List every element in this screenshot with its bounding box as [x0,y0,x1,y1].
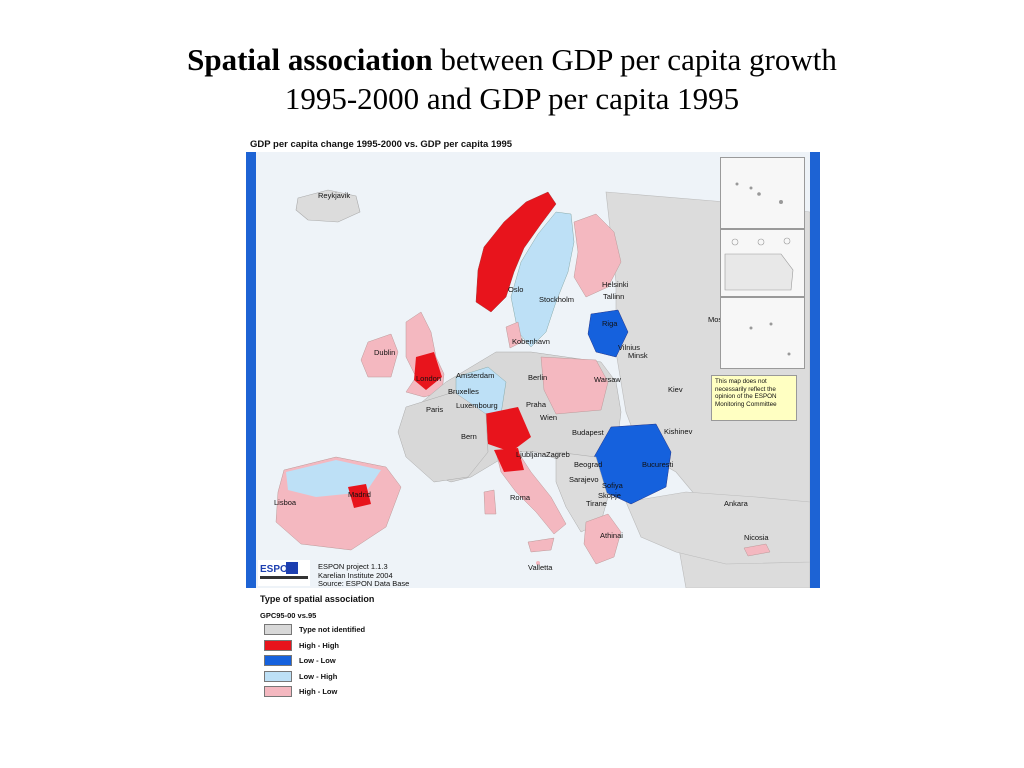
legend-subtitle: GPC95-00 vs.95 [260,611,317,620]
city-athinai: Athinai [600,531,623,540]
land-greece [583,513,622,565]
city-oslo: Oslo [508,285,523,294]
map-disclaimer: This map does not necessarily reflect th… [711,375,797,421]
city-reykjavik: Reykjavik [318,191,350,200]
inset-guyane-shapes [724,237,794,291]
city-kobenhavn: Kobenhavn [512,337,550,346]
slide-title: Spatial association between GDP per capi… [0,40,1024,118]
map-left-bar [246,152,256,588]
city-ankara: Ankara [724,499,749,508]
title-line-1: Spatial association between GDP per capi… [0,40,1024,79]
land-malta [536,561,540,565]
city-berlin: Berlin [528,373,547,382]
city-sofiya: Sofiya [602,481,624,490]
city-beograd: Beograd [574,460,602,469]
title-bold: Spatial association [187,42,433,77]
legend-label: High - High [299,640,339,650]
legend-swatch [264,624,292,636]
land-germany-south [484,407,531,452]
espon-logo: ESPON [258,560,310,586]
city-london: London [416,374,441,383]
city-minsk: Minsk [628,351,648,360]
legend-item: Type not identified [260,624,400,636]
city-stockholm: Stockholm [539,295,574,304]
city-nicosia: Nicosia [744,533,769,542]
city-ljubljana: Ljubljana [516,450,547,459]
city-bern: Bern [461,432,477,441]
city-bucuresti: Bucuresti [642,460,674,469]
city-lisboa: Lisboa [274,498,297,507]
city-madrid: Madrid [348,490,371,499]
map-area: Reykjavik Oslo Stockholm Helsinki Tallin… [256,152,810,588]
land-france [397,391,489,483]
city-amsterdam: Amsterdam [456,371,494,380]
land-ireland [360,333,399,378]
legend-swatch [264,686,292,698]
legend-label: Type not identified [299,625,366,635]
legend-label: Low - High [299,671,338,681]
city-dublin: Dublin [374,348,395,357]
legend-label: High - Low [299,687,338,697]
land-turkey [625,491,810,565]
city-helsinki: Helsinki [602,280,629,289]
credit-line-1: ESPON project 1.1.3 [318,562,388,571]
credit-line-2: Karelian Institute 2004 [318,570,393,580]
legend-item: High - Low [260,686,400,698]
land-sweden [510,211,575,348]
city-zagreb: Zagreb [546,450,570,459]
legend-title: Type of spatial association [260,594,375,604]
land-italy [495,451,567,535]
title-rest: between GDP per capita growth [432,42,837,77]
land-iceland [295,189,361,223]
legend-swatch [264,655,292,667]
city-tallinn: Tallinn [603,292,624,301]
inset-reunion [720,297,805,369]
land-poland [540,356,609,415]
city-praha: Praha [526,400,547,409]
city-luxembourg: Luxembourg [456,401,498,410]
land-madrid [348,484,371,508]
map-right-bar [810,152,820,588]
credit-line-3: Source: ESPON Data Base [318,579,410,588]
legend-item: Low - Low [260,655,400,667]
legend-swatch [264,639,292,651]
map-legend: Type of spatial association GPC95-00 vs.… [260,594,400,698]
city-roma: Roma [510,493,531,502]
city-sarajevo: Sarajevo [569,475,599,484]
legend-swatch [264,670,292,682]
inset-reunion-shapes [749,322,791,356]
city-bruxelles: Bruxelles [448,387,479,396]
map-credits: ESPON project 1.1.3 Karelian Institute 2… [318,562,410,589]
land-denmark [505,321,523,349]
city-valletta: Valletta [528,563,553,572]
city-wien: Wien [540,413,557,422]
land-cyprus [743,543,771,557]
land-norway [475,191,557,313]
city-riga: Riga [602,319,618,328]
land-sicily [527,537,555,553]
city-kiev: Kiev [668,385,683,394]
legend-label: Low - Low [299,656,336,666]
inset-guyane [720,229,805,297]
city-skopje: Skopje [598,491,621,500]
city-budapest: Budapest [572,428,605,437]
land-britain-highhigh [414,352,442,390]
city-paris: Paris [426,405,443,414]
legend-item: Low - High [260,670,400,682]
svg-text:ESPON: ESPON [260,564,295,575]
legend-item: High - High [260,639,400,651]
inset-azores-shapes [735,182,783,204]
land-sardinia [483,489,497,515]
inset-azores [720,157,805,229]
city-vilnius: Vilnius [618,343,640,352]
city-tirane: Tirane [586,499,607,508]
city-kishinev: Kishinev [664,427,693,436]
land-italy-north [494,448,524,472]
map-heading: GDP per capita change 1995-2000 vs. GDP … [250,139,513,150]
title-line-2: 1995-2000 and GDP per capita 1995 [284,81,740,116]
land-baltics [587,309,629,358]
city-warsaw: Warsaw [594,375,621,384]
land-finland [573,213,622,298]
